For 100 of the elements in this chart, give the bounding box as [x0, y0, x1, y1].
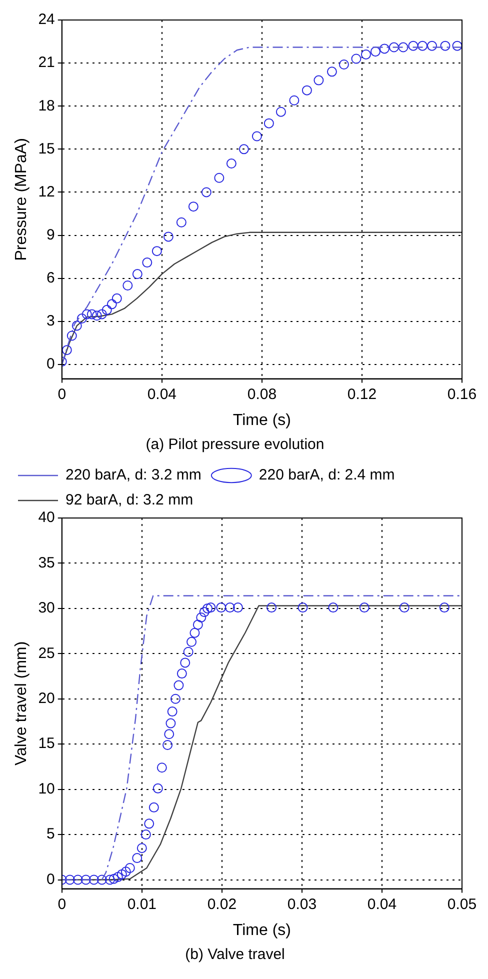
text: (b) Valve travel	[185, 946, 285, 964]
point	[112, 293, 122, 304]
point	[289, 95, 300, 106]
point	[72, 320, 82, 331]
x-tick-label: 0	[58, 896, 66, 913]
y-tick-label: 35	[38, 554, 55, 572]
point	[399, 602, 410, 613]
x-tick-label: 0.05	[447, 896, 477, 913]
point	[302, 85, 312, 96]
x-tick-label: 0	[58, 386, 66, 403]
point	[156, 762, 167, 773]
point	[232, 602, 243, 613]
point	[132, 269, 142, 280]
y-tick-label: 24	[38, 11, 55, 28]
point	[164, 729, 174, 740]
y-tick-label: 6	[46, 269, 55, 286]
y-tick-label: 15	[38, 735, 55, 752]
point	[224, 602, 235, 613]
point	[167, 706, 178, 717]
point	[199, 607, 210, 618]
point	[196, 612, 206, 622]
point	[144, 818, 154, 829]
y-tick-label: 9	[46, 226, 55, 244]
point	[266, 602, 277, 613]
y-tick-label: 30	[38, 600, 55, 617]
point	[238, 144, 249, 154]
point	[152, 246, 162, 256]
point	[76, 314, 87, 324]
point	[186, 636, 197, 647]
point	[170, 694, 181, 704]
point	[359, 602, 370, 613]
point	[140, 830, 151, 840]
point	[206, 602, 216, 613]
point	[163, 232, 174, 242]
y-tick-label: 21	[38, 54, 55, 72]
legend-label: 220 barA, d: 2.4 mm	[258, 466, 395, 484]
point	[360, 49, 371, 60]
x-tick-label: 0.03	[287, 896, 317, 913]
x-tick-label: 0.12	[347, 386, 377, 403]
y-axis-title: Pressure (MPaA)	[13, 138, 30, 261]
point	[276, 106, 286, 117]
y-tick-label: 15	[38, 140, 55, 158]
point	[176, 217, 186, 228]
point	[440, 40, 450, 51]
x-tick-label: 0.01	[127, 896, 157, 913]
point	[226, 158, 236, 169]
point	[166, 718, 176, 728]
point	[264, 118, 274, 128]
point	[108, 874, 119, 884]
point	[136, 843, 147, 854]
point	[122, 280, 133, 291]
point	[80, 874, 91, 885]
point	[62, 345, 72, 356]
y-tick-label: 10	[38, 780, 55, 798]
point	[398, 42, 408, 52]
point	[328, 602, 338, 613]
point	[202, 603, 213, 614]
y-tick-label: 12	[38, 183, 55, 200]
y-tick-label: 25	[38, 644, 55, 662]
point	[180, 658, 190, 668]
point	[439, 602, 450, 613]
point	[96, 309, 107, 320]
x-axis-title: Time (s)	[232, 922, 291, 939]
point	[176, 668, 187, 679]
point	[104, 874, 115, 885]
point	[426, 40, 437, 51]
x-axis-title: Time (s)	[232, 412, 291, 429]
point	[183, 646, 194, 657]
point	[252, 131, 262, 142]
point	[124, 863, 135, 873]
point	[216, 602, 226, 613]
point	[201, 187, 212, 198]
y-tick-label: 0	[46, 356, 55, 373]
legend-label: 92 barA, d: 3.2 mm	[66, 492, 194, 509]
point	[112, 872, 123, 882]
point	[192, 620, 203, 630]
point	[120, 866, 131, 877]
point	[102, 304, 112, 315]
point	[66, 330, 77, 341]
point	[188, 202, 198, 212]
point	[214, 172, 224, 183]
point	[370, 46, 380, 57]
point	[106, 299, 117, 310]
text: (a) Pilot pressure evolution	[146, 436, 324, 454]
point	[379, 44, 390, 54]
point	[142, 258, 152, 268]
point	[152, 783, 163, 794]
y-tick-label: 0	[46, 870, 55, 888]
point	[298, 602, 308, 613]
point	[72, 874, 83, 885]
point	[408, 40, 418, 51]
y-axis-title: Valve travel (mm)	[13, 641, 30, 766]
point	[86, 309, 97, 320]
point	[338, 59, 349, 70]
legend-label: 220 barA, d: 3.2 mm	[66, 466, 202, 484]
x-tick-label: 0.16	[447, 386, 477, 403]
x-tick-label: 0.08	[247, 386, 277, 403]
point	[82, 309, 92, 320]
y-tick-label: 20	[38, 690, 55, 708]
point	[388, 42, 399, 52]
